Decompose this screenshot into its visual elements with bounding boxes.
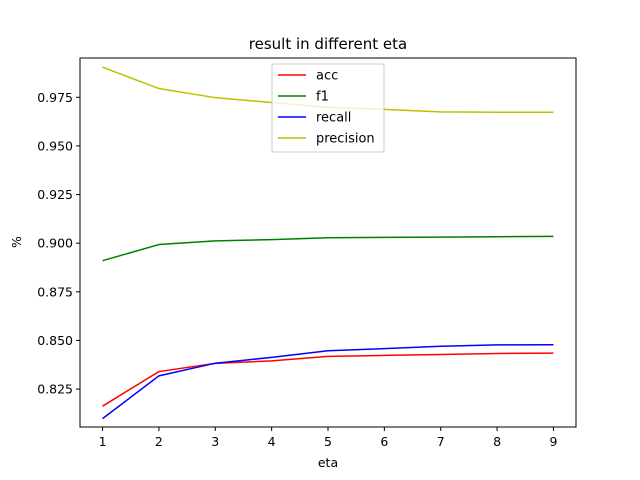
legend-label-precision: precision bbox=[316, 132, 375, 147]
y-tick-label: 0.975 bbox=[37, 90, 73, 105]
x-tick-label: 2 bbox=[155, 434, 163, 449]
series-line-acc bbox=[102, 352, 554, 407]
series-line-recall bbox=[102, 343, 554, 420]
x-tick-label: 8 bbox=[493, 434, 501, 449]
y-tick-label: 0.950 bbox=[37, 138, 73, 153]
series-line-f1 bbox=[102, 235, 554, 262]
legend: acc f1 recall precision bbox=[271, 63, 385, 153]
legend-label-f1: f1 bbox=[316, 90, 329, 105]
legend-label-acc: acc bbox=[316, 69, 338, 84]
chart-title: result in different eta bbox=[249, 35, 407, 53]
x-tick-label: 1 bbox=[99, 434, 107, 449]
legend-box bbox=[271, 63, 385, 153]
x-tick-label: 4 bbox=[268, 434, 276, 449]
y-tick-label: 0.925 bbox=[37, 187, 73, 202]
x-tick-label: 9 bbox=[549, 434, 557, 449]
y-axis-label: % bbox=[9, 236, 24, 248]
y-tick-label: 0.825 bbox=[37, 382, 73, 397]
x-tick-label: 6 bbox=[380, 434, 388, 449]
y-axis: 0.825 0.850 0.875 0.900 0.925 0.950 0.975 bbox=[37, 90, 80, 397]
x-axis-label: eta bbox=[318, 455, 338, 470]
x-tick-label: 3 bbox=[211, 434, 219, 449]
x-axis: 1 2 3 4 5 6 7 8 9 bbox=[99, 427, 557, 449]
legend-label-recall: recall bbox=[316, 111, 351, 126]
x-tick-label: 7 bbox=[437, 434, 445, 449]
y-tick-label: 0.850 bbox=[37, 333, 73, 348]
y-tick-label: 0.900 bbox=[37, 236, 73, 251]
x-tick-label: 5 bbox=[324, 434, 332, 449]
y-tick-label: 0.875 bbox=[37, 284, 73, 299]
